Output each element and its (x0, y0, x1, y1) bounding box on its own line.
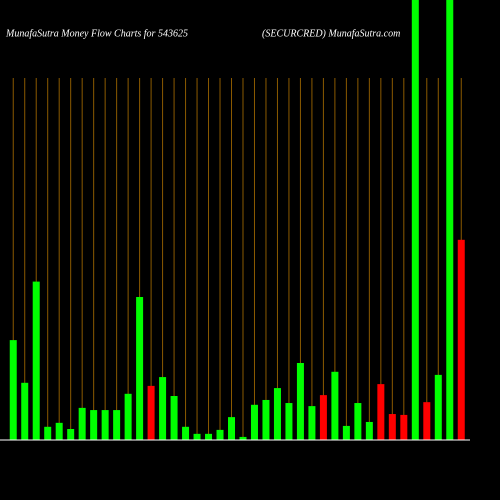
bar (331, 371, 339, 440)
bar (388, 414, 396, 440)
bar (78, 407, 86, 440)
bar (216, 429, 224, 440)
chart-title: MunafaSutra Money Flow Charts for 543625 (5, 28, 188, 39)
bar (411, 0, 419, 440)
bar (182, 426, 190, 440)
bar (159, 377, 167, 440)
bar (273, 388, 281, 440)
bar (205, 433, 213, 440)
bar (250, 404, 258, 440)
bar (239, 436, 247, 440)
bar (90, 410, 98, 440)
bar (262, 399, 270, 440)
bar (400, 414, 408, 440)
bar (228, 417, 236, 440)
bar (113, 410, 121, 440)
bar (170, 396, 178, 440)
bar (296, 363, 304, 440)
bar (423, 402, 431, 440)
bar (67, 429, 75, 440)
bar (319, 395, 327, 440)
bar (21, 382, 29, 440)
bar (377, 384, 385, 440)
bar (342, 425, 350, 440)
bar (365, 421, 373, 440)
bar (55, 422, 63, 440)
bar (44, 426, 52, 440)
bar (9, 340, 17, 440)
bar (124, 393, 132, 440)
bar (147, 385, 155, 440)
bar (101, 410, 109, 440)
bar (32, 281, 40, 440)
bar (434, 374, 442, 440)
chart-subtitle: (SECURCRED) MunafaSutra.com (262, 28, 400, 39)
bar (354, 403, 362, 440)
bar (308, 406, 316, 440)
bar (446, 0, 454, 440)
bar (193, 433, 201, 440)
bar (136, 297, 144, 440)
bar (457, 239, 465, 440)
bar (285, 403, 293, 440)
